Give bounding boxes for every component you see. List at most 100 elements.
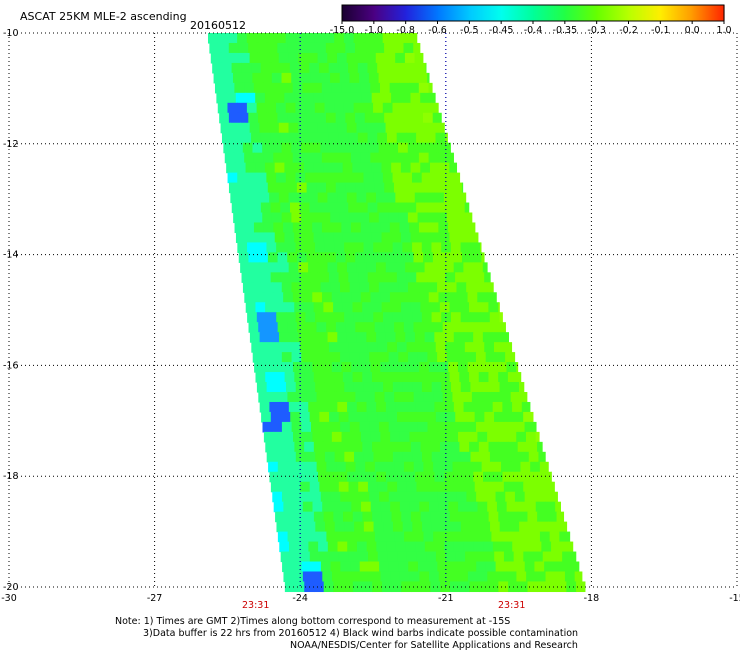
swath-cell	[481, 531, 493, 543]
swath-cell	[333, 232, 344, 244]
swath-cell	[338, 202, 349, 214]
swath-cell	[348, 481, 359, 493]
swath-cell	[348, 342, 359, 353]
swath-cell	[331, 152, 342, 164]
swath-cell	[418, 152, 430, 164]
swath-cell	[468, 232, 479, 244]
swath-cell	[386, 132, 398, 144]
swath-cell	[541, 471, 552, 483]
swath-cell	[358, 481, 369, 493]
swath-cell	[298, 401, 309, 413]
swath-cell	[474, 411, 485, 423]
swath-cell	[269, 52, 280, 64]
swath-cell	[231, 62, 242, 74]
y-tick-label: -18	[3, 471, 19, 482]
swath-cell	[453, 471, 465, 483]
swath-cell	[382, 102, 394, 114]
swath-cell	[319, 481, 330, 493]
swath-cell	[559, 531, 570, 543]
swath-cell	[406, 272, 417, 283]
colorbar-segment	[501, 5, 534, 21]
swath-cell	[456, 421, 467, 433]
swath-cell	[375, 52, 387, 64]
swath-cell	[452, 391, 463, 403]
swath-cell	[318, 62, 330, 74]
swath-cell	[419, 571, 430, 583]
swath-cell	[557, 521, 568, 533]
swath-cell	[469, 511, 480, 523]
y-tick-label: -14	[3, 250, 19, 261]
swath-cell	[367, 411, 379, 423]
swath-cell	[344, 382, 355, 393]
swath-cell	[420, 162, 431, 174]
swath-cell	[394, 391, 405, 403]
swath-cell	[560, 541, 572, 553]
swath-cell	[261, 342, 272, 353]
swath-cell	[301, 491, 312, 503]
swath-cell	[262, 72, 273, 84]
swath-cell	[427, 212, 438, 224]
swath-cell	[409, 431, 420, 443]
swath-cell	[309, 62, 320, 74]
swath-cell	[566, 581, 577, 593]
swath-cell	[308, 192, 319, 204]
swath-cell	[517, 581, 529, 593]
swath-cell	[306, 252, 317, 263]
swath-cell	[373, 382, 384, 393]
swath-cell	[421, 382, 433, 393]
swath-cell	[244, 222, 255, 234]
swath-cell	[364, 252, 376, 263]
swath-cell	[269, 401, 280, 413]
swath-cell	[387, 551, 398, 563]
swath-cell	[530, 461, 541, 473]
swath-cell	[263, 292, 275, 303]
swath-cell	[252, 212, 263, 224]
swath-cell	[237, 242, 248, 253]
swath-cell	[305, 312, 316, 323]
swath-cell	[434, 122, 445, 134]
swath-cell	[458, 431, 469, 443]
swath-cell	[432, 322, 444, 333]
swath-cell	[312, 152, 323, 164]
swath-cell	[309, 342, 320, 353]
swath-cell	[267, 42, 278, 54]
swath-cell	[339, 212, 351, 224]
colorbar-label: -15.0	[330, 25, 355, 36]
note-line-3: NOAA/NESDIS/Center for Satellite Applica…	[290, 640, 578, 650]
swath-cell	[257, 112, 269, 124]
swath-cell	[228, 42, 240, 54]
swath-cell	[460, 451, 472, 463]
swath-cell	[323, 372, 334, 383]
swath-cell	[359, 282, 370, 293]
swath-cell	[272, 491, 283, 503]
swath-cell	[424, 471, 436, 483]
swath-cell	[459, 511, 470, 523]
swath-cell	[364, 182, 376, 194]
swath-cell	[251, 342, 262, 353]
swath-cell	[326, 531, 337, 543]
swath-cell	[360, 292, 372, 303]
swath-cell	[373, 102, 384, 114]
swath-cell	[477, 431, 488, 443]
swath-cell	[306, 182, 317, 194]
swath-cell	[259, 262, 270, 273]
swath-cell	[281, 212, 292, 224]
y-tick-label: -10	[3, 28, 19, 39]
swath-cell	[259, 52, 270, 64]
swath-cell	[262, 212, 273, 224]
swath-cell	[434, 541, 445, 553]
colorbar-label: -0.4	[524, 25, 543, 36]
swath-cell	[320, 352, 331, 363]
swath-cell	[388, 352, 399, 363]
swath-cell	[466, 212, 473, 224]
swath-cell	[281, 421, 293, 433]
swath-cell	[331, 292, 342, 303]
swath-cell	[371, 302, 383, 313]
swath-cell	[444, 541, 455, 553]
swath-cell	[405, 192, 416, 204]
colorbar-label: -0.35	[553, 25, 578, 36]
swath-cell	[335, 182, 347, 194]
swath-cell	[363, 102, 374, 114]
swath-cell	[326, 182, 337, 194]
swath-cell	[255, 302, 266, 313]
